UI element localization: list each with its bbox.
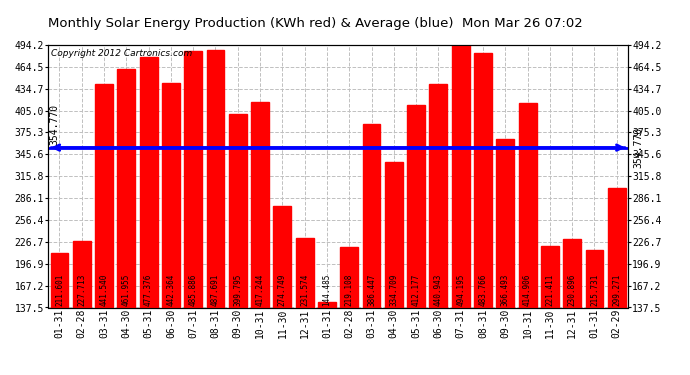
Text: 494.195: 494.195: [456, 274, 465, 306]
Text: 231.574: 231.574: [300, 274, 309, 306]
Text: 366.493: 366.493: [501, 274, 510, 306]
Text: 414.906: 414.906: [523, 274, 532, 306]
Text: 354.770: 354.770: [50, 104, 59, 146]
Text: 211.601: 211.601: [55, 274, 64, 306]
Bar: [229, 114, 247, 375]
Bar: [318, 302, 336, 375]
Text: 477.376: 477.376: [144, 274, 153, 306]
Text: Monthly Solar Energy Production (KWh red) & Average (blue)  Mon Mar 26 07:02: Monthly Solar Energy Production (KWh red…: [48, 17, 583, 30]
Text: Copyright 2012 Cartronics.com: Copyright 2012 Cartronics.com: [51, 49, 193, 58]
Bar: [586, 250, 603, 375]
Text: 442.364: 442.364: [166, 274, 175, 306]
Bar: [496, 139, 514, 375]
Text: 274.749: 274.749: [278, 274, 287, 306]
Bar: [340, 248, 358, 375]
Text: 386.447: 386.447: [367, 274, 376, 306]
Bar: [608, 189, 626, 375]
Bar: [73, 241, 90, 375]
Text: 215.731: 215.731: [590, 274, 599, 306]
Text: 227.713: 227.713: [77, 274, 86, 306]
Bar: [50, 253, 68, 375]
Bar: [184, 51, 202, 375]
Text: 440.943: 440.943: [434, 274, 443, 306]
Text: 399.795: 399.795: [233, 274, 242, 306]
Text: 485.886: 485.886: [188, 274, 198, 306]
Bar: [117, 69, 135, 375]
Bar: [385, 162, 403, 375]
Text: 230.896: 230.896: [568, 274, 577, 306]
Text: 219.108: 219.108: [345, 274, 354, 306]
Bar: [563, 239, 581, 375]
Text: 412.177: 412.177: [412, 274, 421, 306]
Text: 483.766: 483.766: [478, 274, 488, 306]
Bar: [541, 246, 559, 375]
Bar: [429, 84, 447, 375]
Bar: [251, 102, 269, 375]
Bar: [206, 50, 224, 375]
Bar: [407, 105, 425, 375]
Bar: [519, 104, 537, 375]
Bar: [95, 84, 113, 375]
Text: 299.271: 299.271: [612, 274, 621, 306]
Text: 417.244: 417.244: [255, 274, 264, 306]
Bar: [273, 207, 291, 375]
Bar: [452, 45, 470, 375]
Text: 354.770: 354.770: [633, 127, 644, 168]
Bar: [296, 238, 313, 375]
Bar: [363, 124, 380, 375]
Text: 461.955: 461.955: [122, 274, 131, 306]
Bar: [474, 53, 492, 375]
Bar: [162, 83, 180, 375]
Bar: [139, 57, 157, 375]
Text: 441.540: 441.540: [99, 274, 108, 306]
Text: 487.691: 487.691: [211, 274, 220, 306]
Text: 144.485: 144.485: [322, 274, 331, 306]
Text: 334.709: 334.709: [389, 274, 398, 306]
Text: 221.411: 221.411: [545, 274, 554, 306]
